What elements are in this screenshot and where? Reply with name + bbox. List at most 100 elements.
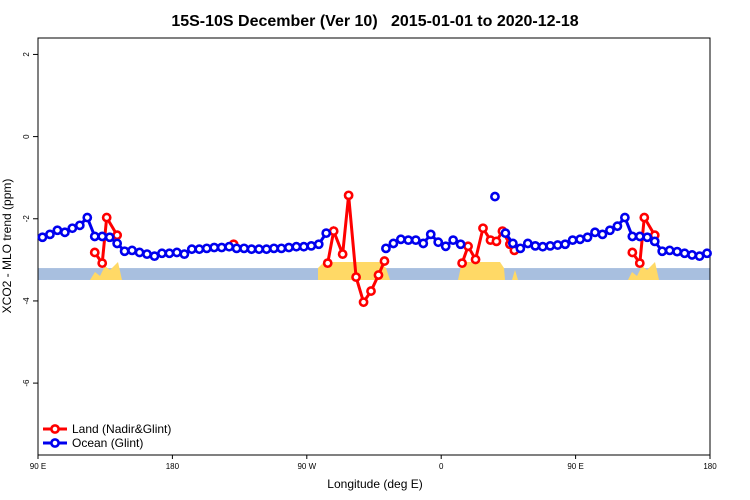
data-point <box>522 238 533 249</box>
data-point <box>530 240 541 251</box>
data-point <box>575 234 585 245</box>
data-point <box>440 241 451 252</box>
data-point <box>664 245 675 256</box>
data-point <box>639 212 650 223</box>
data-point <box>343 190 354 201</box>
data-point <box>269 243 279 254</box>
data-point <box>101 212 112 223</box>
data-point <box>82 212 93 223</box>
data-point <box>634 258 645 269</box>
data-point <box>149 251 160 262</box>
x-tick-label: 0 <box>439 462 444 471</box>
data-point <box>634 231 645 242</box>
data-point <box>97 258 108 269</box>
data-point <box>642 232 653 243</box>
data-point <box>403 235 414 246</box>
data-point <box>491 236 502 247</box>
data-point <box>194 244 205 255</box>
land-shape <box>512 270 518 280</box>
x-tick-label: 90 W <box>297 462 316 471</box>
data-point <box>67 223 78 234</box>
data-point <box>186 244 197 255</box>
data-point <box>537 241 548 252</box>
legend-label: Ocean (Glint) <box>72 436 143 450</box>
legend-marker <box>50 424 60 434</box>
chart-title: 15S-10S December (Ver 10) 2015-01-01 to … <box>171 13 578 30</box>
data-point <box>694 251 705 262</box>
data-point <box>322 258 333 269</box>
data-point <box>283 242 294 253</box>
data-point <box>224 241 235 252</box>
y-tick-label: 2 <box>22 52 31 57</box>
data-point <box>612 221 623 232</box>
data-point <box>59 227 70 238</box>
data-point <box>379 256 390 266</box>
land-shape <box>90 262 122 280</box>
data-point <box>231 243 242 254</box>
data-point <box>679 248 690 259</box>
data-point <box>410 235 421 246</box>
data-point <box>97 231 108 242</box>
data-point <box>567 235 578 246</box>
data-point <box>515 243 526 254</box>
data-point <box>127 245 137 256</box>
legend-marker <box>50 438 60 448</box>
data-point <box>74 220 85 231</box>
data-point <box>500 228 511 239</box>
legend-label: Land (Nadir&Glint) <box>72 422 171 436</box>
data-point <box>366 286 376 296</box>
data-point <box>37 232 48 243</box>
data-point <box>157 248 167 259</box>
x-tick-label: 90 E <box>30 462 46 471</box>
data-point <box>702 248 712 259</box>
data-point <box>337 249 348 260</box>
data-point <box>605 225 615 236</box>
data-point <box>507 238 518 249</box>
y-tick-label: -4 <box>22 297 31 305</box>
data-point <box>418 238 429 249</box>
data-point <box>142 249 152 260</box>
x-tick-label: 180 <box>703 462 717 471</box>
data-point <box>276 243 287 254</box>
data-point <box>627 231 638 242</box>
x-axis-label: Longitude (deg E) <box>327 477 422 491</box>
data-point <box>478 223 488 234</box>
x-tick-label: 90 E <box>567 462 583 471</box>
data-point <box>45 229 55 240</box>
data-point <box>351 272 361 283</box>
data-point <box>246 244 257 255</box>
data-point <box>291 241 302 252</box>
y-tick-label: 0 <box>22 134 31 139</box>
data-point <box>179 249 190 260</box>
data-point <box>89 247 100 258</box>
data-point <box>119 246 130 257</box>
data-point <box>313 239 324 250</box>
data-point <box>52 225 63 236</box>
data-point <box>597 229 608 240</box>
data-point <box>306 240 317 251</box>
data-point <box>649 236 660 247</box>
data-point <box>298 241 309 252</box>
land-shape <box>458 262 505 280</box>
plot-frame <box>37 37 711 456</box>
data-point <box>657 246 668 257</box>
data-point <box>388 238 399 249</box>
data-point <box>457 258 468 269</box>
data-point <box>254 244 264 255</box>
data-point <box>321 228 332 239</box>
data-point <box>239 243 249 254</box>
data-point <box>560 239 571 250</box>
data-point <box>619 212 630 223</box>
x-tick-label: 180 <box>166 462 180 471</box>
data-point <box>134 247 145 258</box>
y-tick-label: -2 <box>22 215 31 223</box>
data-point <box>261 244 272 255</box>
data-point <box>358 297 369 308</box>
data-point <box>490 191 500 202</box>
data-point <box>395 234 406 245</box>
data-point <box>672 246 683 257</box>
data-point <box>687 250 697 260</box>
data-point <box>448 235 459 246</box>
